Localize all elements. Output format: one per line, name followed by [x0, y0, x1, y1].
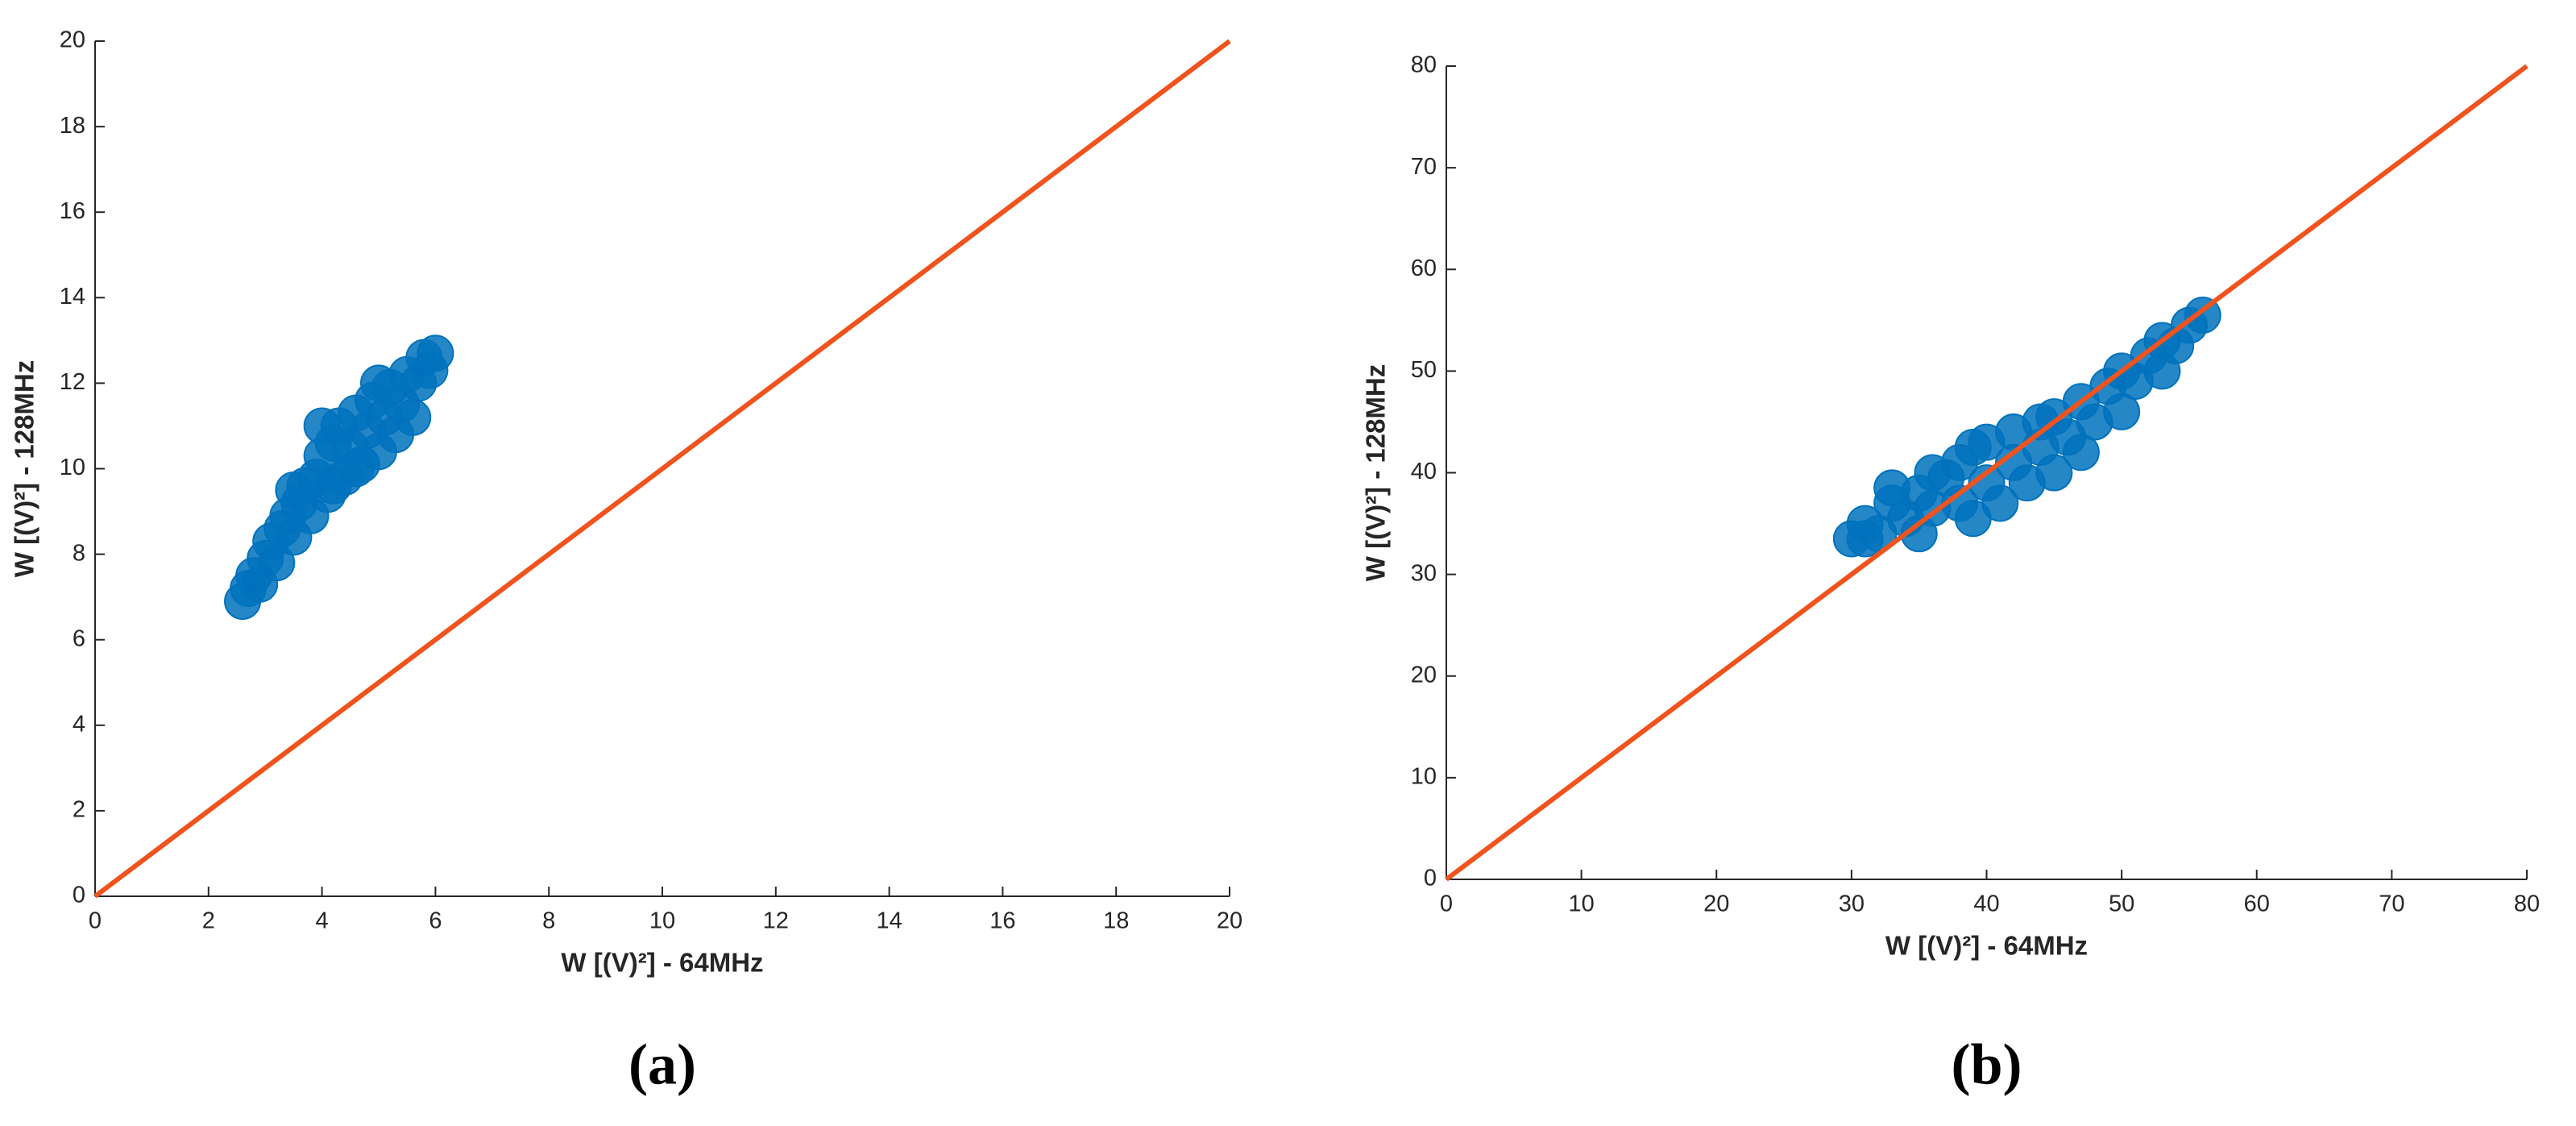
- y-tick-label: 6: [73, 625, 85, 651]
- panel-label: (a): [628, 1033, 696, 1097]
- scatter-point: [2103, 393, 2141, 430]
- x-axis-label: W [(V)²] - 64MHz: [561, 948, 763, 978]
- x-tick-label: 4: [316, 908, 329, 934]
- x-tick-label: 20: [1217, 908, 1242, 934]
- x-tick-label: 10: [649, 908, 675, 934]
- y-tick-label: 4: [73, 711, 85, 737]
- scatter-point: [1981, 484, 2019, 522]
- x-tick-label: 50: [2109, 891, 2134, 917]
- y-tick-label: 50: [1411, 357, 1437, 383]
- scatter-point: [1846, 520, 1884, 558]
- y-tick-label: 20: [1411, 662, 1437, 688]
- x-tick-label: 40: [1973, 891, 1999, 917]
- x-tick-label: 8: [542, 908, 555, 934]
- y-tick-label: 30: [1411, 560, 1437, 586]
- y-tick-label: 2: [73, 797, 85, 823]
- scatter-point: [394, 398, 432, 436]
- y-tick-label: 12: [60, 369, 85, 395]
- identity-line: [1445, 64, 2528, 882]
- x-tick-label: 14: [876, 908, 902, 934]
- scatter-point: [337, 450, 375, 488]
- y-tick-label: 60: [1411, 256, 1437, 281]
- y-tick-label: 16: [60, 198, 85, 224]
- identity-line: [93, 39, 1231, 899]
- y-tick-label: 80: [1411, 52, 1437, 78]
- x-tick-label: 6: [429, 908, 442, 934]
- x-tick-label: 60: [2244, 891, 2270, 917]
- scatter-point: [1914, 454, 1952, 492]
- x-tick-label: 0: [1440, 891, 1453, 917]
- y-tick-label: 70: [1411, 154, 1437, 180]
- x-tick-label: 0: [89, 908, 102, 934]
- y-tick-label: 14: [60, 284, 85, 310]
- y-tick-label: 0: [1424, 866, 1437, 891]
- y-tick-label: 10: [60, 455, 85, 480]
- scatter-point: [360, 364, 397, 402]
- x-tick-label: 16: [989, 908, 1015, 934]
- y-tick-label: 20: [60, 27, 85, 53]
- scatter-point: [2062, 434, 2100, 472]
- y-axis-label: W [(V)²] - 128MHz: [10, 360, 39, 577]
- x-tick-label: 12: [763, 908, 789, 934]
- y-tick-label: 0: [73, 883, 85, 908]
- scatter-point: [417, 334, 454, 372]
- scatter-point: [1873, 469, 1911, 507]
- x-tick-label: 10: [1568, 891, 1594, 917]
- scatter-point: [2035, 454, 2073, 492]
- x-tick-label: 30: [1839, 891, 1865, 917]
- x-axis-label: W [(V)²] - 64MHz: [1885, 931, 2088, 961]
- y-axis-label: W [(V)²] - 128MHz: [1361, 364, 1391, 581]
- y-tick-label: 18: [60, 113, 85, 139]
- panel-label: (b): [1952, 1033, 2022, 1097]
- y-tick-label: 8: [73, 540, 85, 566]
- x-tick-label: 70: [2379, 891, 2404, 917]
- x-tick-label: 2: [202, 908, 215, 934]
- y-tick-label: 40: [1411, 459, 1437, 484]
- scatter-point: [275, 472, 313, 509]
- x-tick-label: 18: [1103, 908, 1129, 934]
- scatter-point: [1954, 428, 1992, 466]
- x-tick-label: 80: [2514, 891, 2540, 917]
- y-tick-label: 10: [1411, 764, 1437, 790]
- scatter-point: [2022, 403, 2060, 441]
- scatter-point: [303, 407, 341, 445]
- x-tick-label: 20: [1703, 891, 1729, 917]
